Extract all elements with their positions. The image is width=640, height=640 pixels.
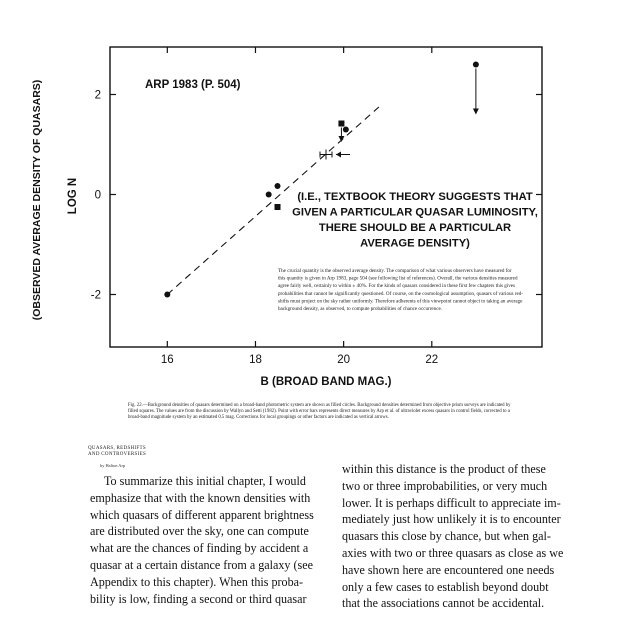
inset-text: The crucial quantity is the observed ave… bbox=[278, 267, 523, 312]
x-tick-label: 18 bbox=[249, 354, 262, 366]
body-line: quasar at a certain distance from a gala… bbox=[90, 557, 313, 572]
body-line: which quasars of different apparent brig… bbox=[90, 507, 314, 522]
data-point-errorbar bbox=[319, 149, 333, 160]
byline: by Halton Arp bbox=[100, 463, 126, 468]
annotation-line: AVERAGE DENSITY) bbox=[360, 238, 470, 250]
body-line: emphasize that with the known densities … bbox=[90, 490, 311, 505]
x-tick-label: 20 bbox=[337, 354, 350, 366]
inset-line: shifts must project on the sky rather un… bbox=[278, 297, 523, 304]
body-line: Appendix to this chapter). When this pro… bbox=[90, 574, 304, 589]
y-axis-label: LOG N bbox=[67, 178, 79, 214]
chart-title: ARP 1983 (P. 504) bbox=[145, 79, 241, 91]
x-tick-label: 16 bbox=[161, 354, 174, 366]
body-line: To summarize this initial chapter, I wou… bbox=[104, 474, 306, 488]
y-axis-outer-label: (OBSERVED AVERAGE DENSITY OF QUASARS) bbox=[31, 80, 43, 321]
body-line: what are the chances of finding by accid… bbox=[90, 541, 309, 556]
body-column-right: within this distance is the product of t… bbox=[342, 461, 582, 612]
data-point-circle bbox=[164, 291, 171, 298]
figure-caption: Fig. 22.—Background densities of quasars… bbox=[128, 403, 511, 420]
body-line: lower. It is perhaps difficult to apprec… bbox=[342, 495, 561, 510]
body-line: quasars this close by chance, but when g… bbox=[342, 529, 551, 544]
x-axis-label: B (BROAD BAND MAG.) bbox=[261, 376, 392, 388]
data-point-circle bbox=[265, 191, 272, 198]
body-line: bility is low, finding a second or third… bbox=[90, 591, 307, 606]
data-point-square bbox=[338, 120, 345, 127]
annotation-line: (I.E., TEXTBOOK THEORY SUGGESTS THAT bbox=[297, 191, 533, 203]
body-line: axies with two or three quasars as close… bbox=[342, 545, 564, 560]
body-line: have shown here are encountered one need… bbox=[342, 562, 555, 577]
annotation: (I.E., TEXTBOOK THEORY SUGGESTS THAT GIVE… bbox=[292, 191, 538, 250]
plot-frame bbox=[109, 46, 543, 348]
inset-line: agree fairly well, certainly to within ±… bbox=[278, 282, 515, 289]
annotation-line: GIVEN A PARTICULAR QUASAR LUMINOSITY, bbox=[292, 207, 538, 219]
body-line: mediately just how unlikely it is to enc… bbox=[342, 512, 561, 527]
inset-line: background density, as observed, to comp… bbox=[278, 305, 442, 312]
data-point-circle bbox=[274, 183, 281, 189]
arrow-head bbox=[336, 151, 341, 158]
y-tick-label: 0 bbox=[95, 190, 101, 202]
y-tick-label: -2 bbox=[91, 290, 101, 302]
body-column-left: To summarize this initial chapter, I wou… bbox=[90, 473, 330, 607]
data-point-circle bbox=[472, 61, 479, 68]
x-tick-label: 22 bbox=[425, 354, 438, 366]
arrow-head bbox=[472, 108, 479, 115]
inset-line: this quantity is given in Arp 1983, page… bbox=[278, 275, 518, 282]
body-line: are distributed over the sky, one can co… bbox=[90, 524, 309, 539]
data-point-square bbox=[274, 204, 281, 210]
body-line: that the associations cannot be accident… bbox=[342, 596, 545, 611]
annotation-line: THERE SHOULD BE A PARTICULAR bbox=[319, 222, 511, 234]
body-line: two or three improbabilities, or very mu… bbox=[342, 478, 548, 493]
body-line: within this distance is the product of t… bbox=[342, 462, 546, 476]
y-tick-label: 2 bbox=[95, 90, 101, 102]
inset-line: The crucial quantity is the observed ave… bbox=[278, 267, 512, 274]
data-point-circle bbox=[342, 126, 349, 133]
running-head: QUASARS, REDSHIFTS AND CONTROVERSIES bbox=[88, 446, 147, 457]
inset-line: probabilities that cannot be significant… bbox=[278, 290, 523, 297]
body-line: only a few cases to establish beyond dou… bbox=[342, 579, 549, 594]
arrow-head bbox=[338, 136, 345, 142]
